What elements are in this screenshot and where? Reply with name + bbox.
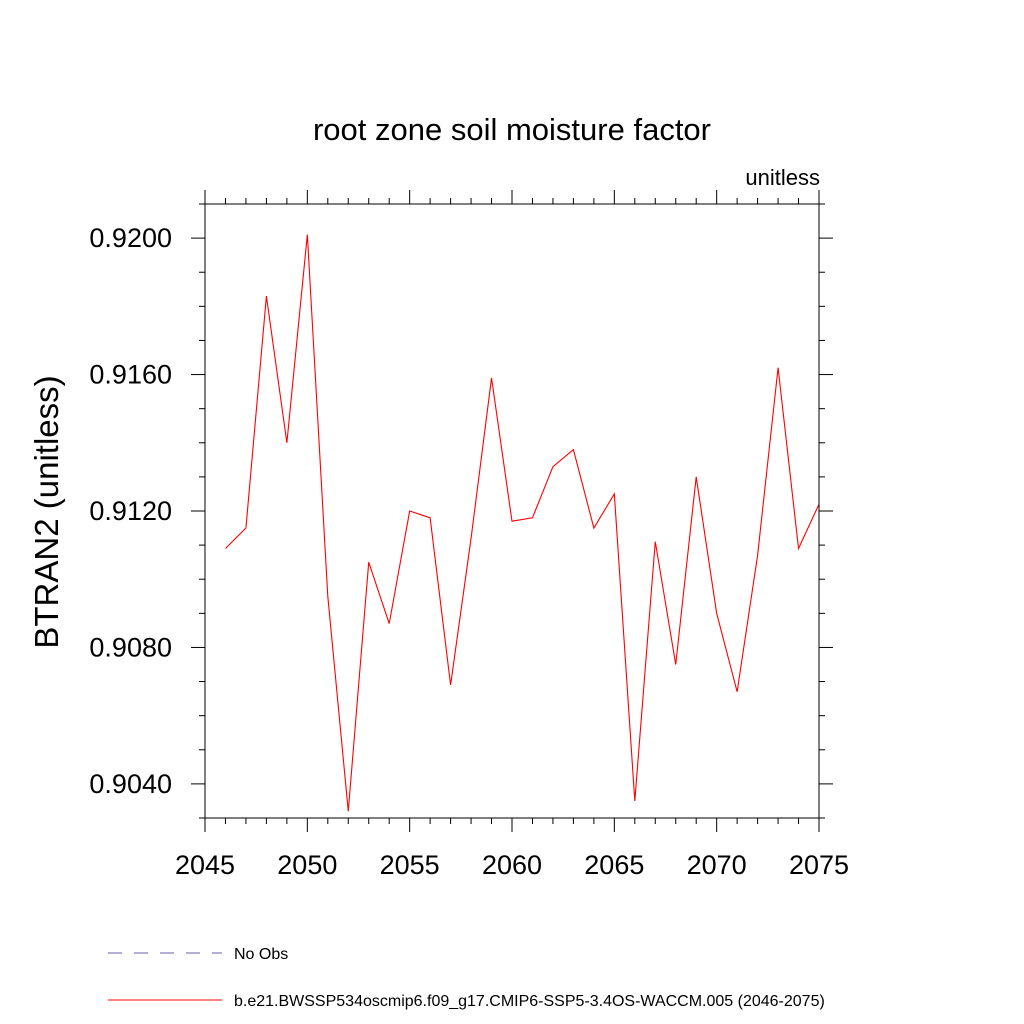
- units-label: unitless: [745, 165, 820, 190]
- chart-title: root zone soil moisture factor: [313, 112, 711, 147]
- series-layer: [225, 234, 820, 812]
- axis-ticks: [191, 190, 833, 832]
- y-tick-label: 0.9160: [89, 360, 172, 390]
- x-tick-label: 2050: [277, 850, 337, 880]
- x-tick-label: 2070: [687, 850, 747, 880]
- x-tick-label: 2045: [175, 850, 235, 880]
- y-tick-label: 0.9120: [89, 496, 172, 526]
- x-tick-label: 2065: [584, 850, 644, 880]
- x-tick-label: 2075: [789, 850, 849, 880]
- y-tick-label: 0.9080: [89, 632, 172, 662]
- plot-frame: [204, 203, 820, 819]
- legend-label: No Obs: [234, 946, 288, 963]
- y-tick-label: 0.9200: [89, 223, 172, 253]
- tick-labels: 2045 2050 2055 2060 2065 2070 2075 0.9040 0.9080…: [89, 223, 849, 880]
- series-line: [225, 234, 820, 812]
- x-tick-label: 2055: [380, 850, 440, 880]
- y-tick-label: 0.9040: [89, 769, 172, 799]
- x-tick-label: 2060: [482, 850, 542, 880]
- y-axis-label: BTRAN2 (unitless): [28, 375, 65, 648]
- legend: No Obs b.e21.BWSSP534oscmip6.f09_g17.CMIP…: [108, 946, 825, 1010]
- legend-label: b.e21.BWSSP534oscmip6.f09_g17.CMIP6-SSP5…: [234, 993, 825, 1010]
